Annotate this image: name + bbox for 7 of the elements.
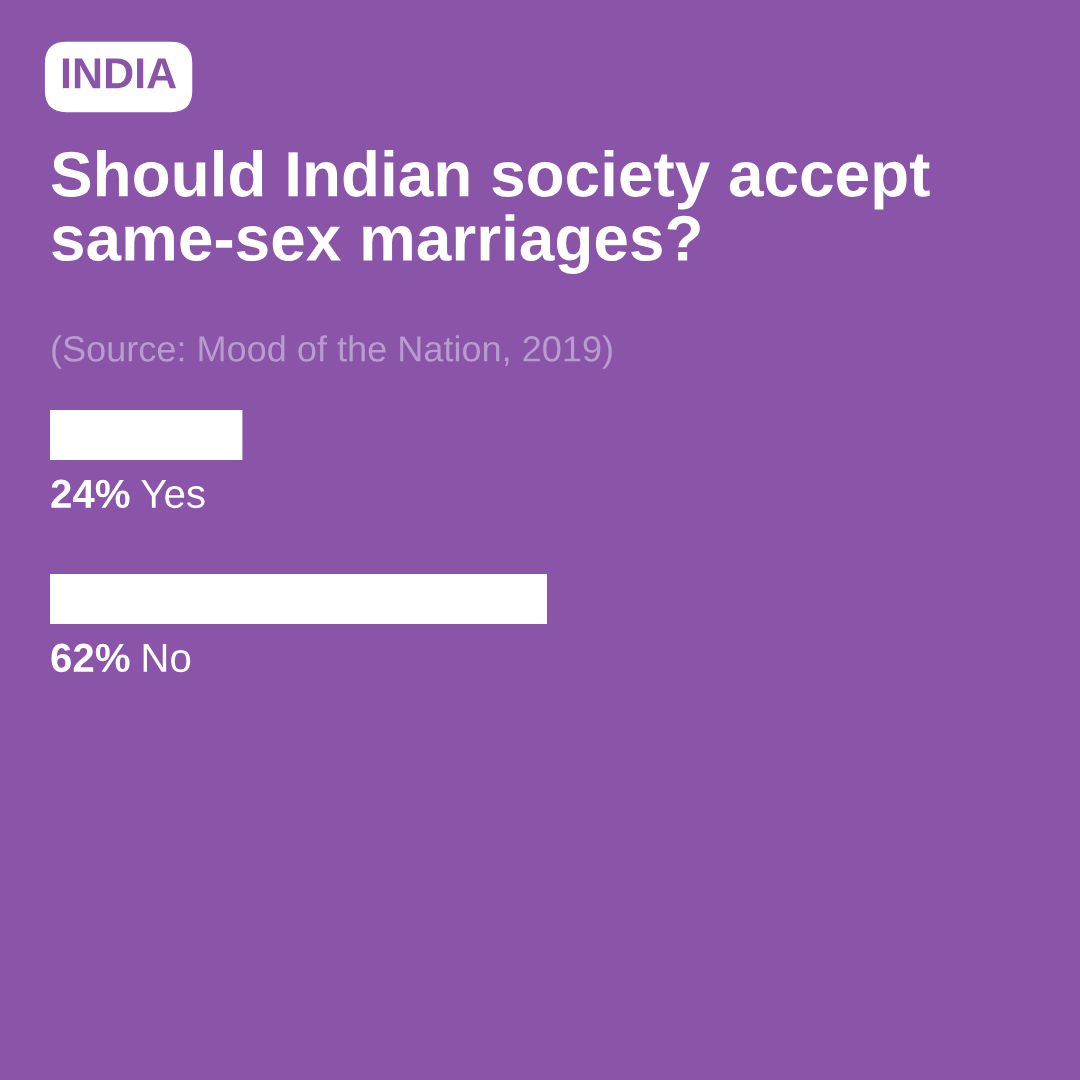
y-tick-label: No bbox=[143, 644, 191, 673]
chart-title: Should Indian society accept same-sex marriages? bbox=[51, 150, 930, 275]
text: (Source: Mood of the Nation, 2019) bbox=[52, 335, 612, 369]
y-tick-label: Yes bbox=[141, 480, 205, 509]
data-label: 62% bbox=[51, 643, 130, 673]
data-label: 24% bbox=[51, 479, 130, 509]
text: INDIA bbox=[62, 58, 177, 89]
